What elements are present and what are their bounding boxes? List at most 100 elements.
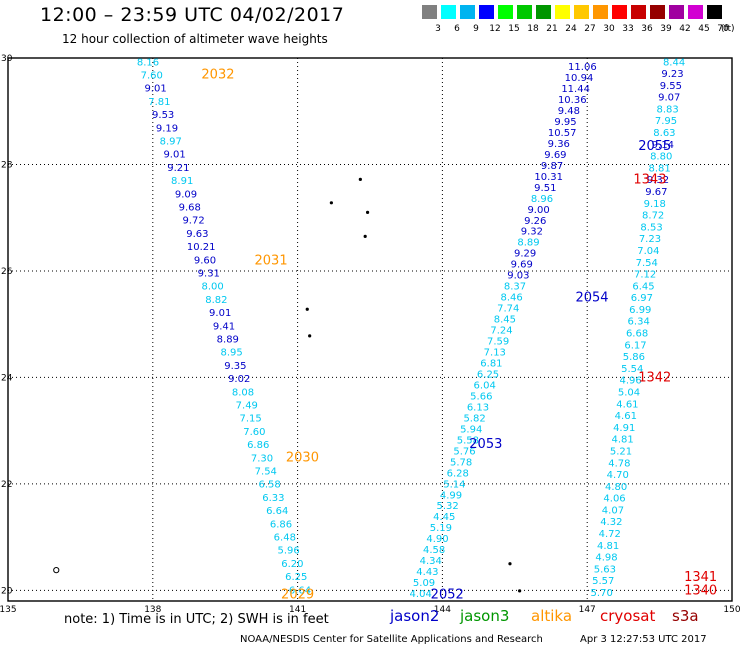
scale-label-42: 42 xyxy=(679,24,691,34)
swh-value: 9.69 xyxy=(511,260,533,271)
satellite-cryosat-label: cryosat xyxy=(600,607,656,625)
pass-1343-label: 1343 xyxy=(633,172,666,187)
scale-swatch-27 xyxy=(574,5,589,19)
swh-value: 6.86 xyxy=(270,519,292,530)
scale-label-9: 9 xyxy=(473,24,479,34)
x-tick-label-144: 144 xyxy=(434,605,451,615)
scale-swatch-6 xyxy=(441,5,456,19)
swh-value: 5.57 xyxy=(592,576,614,587)
swh-value: 5.78 xyxy=(450,457,472,468)
pass-2052-label: 2052 xyxy=(431,588,464,603)
swh-value: 7.24 xyxy=(490,326,512,337)
swh-value: 9.32 xyxy=(521,227,543,238)
scale-label-39: 39 xyxy=(660,24,672,34)
island-2 xyxy=(329,201,333,205)
scale-swatch-18 xyxy=(517,5,532,19)
swh-value: 8.97 xyxy=(160,136,182,147)
note-text: note: 1) Time is in UTC; 2) SWH is in fe… xyxy=(64,612,329,627)
swh-value: 6.64 xyxy=(266,506,288,517)
swh-value: 6.13 xyxy=(467,402,489,413)
pass-1342-label: 1342 xyxy=(638,370,671,385)
swh-value: 4.90 xyxy=(426,534,448,545)
swh-value: 7.54 xyxy=(636,258,658,269)
swh-value: 9.95 xyxy=(554,117,576,128)
swh-value: 9.55 xyxy=(660,81,682,92)
swh-value: 4.72 xyxy=(599,529,621,540)
scale-swatch-30 xyxy=(593,5,608,19)
swh-value: 9.48 xyxy=(558,106,580,117)
satellite-altika-label: altika xyxy=(531,607,573,625)
swh-value: 8.00 xyxy=(201,282,223,293)
scale-label-24: 24 xyxy=(565,24,577,34)
swh-value: 9.01 xyxy=(209,308,231,319)
swh-value: 9.60 xyxy=(194,255,216,266)
swh-value: 4.78 xyxy=(608,458,630,469)
scale-swatch-33 xyxy=(612,5,627,19)
pass-2031-label: 2031 xyxy=(255,253,288,268)
swh-value: 5.19 xyxy=(430,523,452,534)
swh-value: 4.98 xyxy=(595,553,617,564)
swh-value: 8.44 xyxy=(663,57,685,68)
swh-value: 8.82 xyxy=(205,295,227,306)
swh-value: 9.41 xyxy=(213,321,235,332)
island-5 xyxy=(363,234,367,238)
swh-value: 5.54 xyxy=(621,364,643,375)
island-4 xyxy=(365,210,370,214)
scale-label-27: 27 xyxy=(584,24,596,34)
swh-value: 6.81 xyxy=(480,359,502,370)
scale-swatch-36 xyxy=(631,5,646,19)
swh-value: 6.20 xyxy=(281,559,303,570)
swh-value: 4.06 xyxy=(603,494,625,505)
y-tick-label-26: 26 xyxy=(1,267,13,277)
swh-value: 9.69 xyxy=(544,150,566,161)
swh-value: 5.04 xyxy=(618,388,640,399)
swh-value: 7.30 xyxy=(251,453,273,464)
scale-label-18: 18 xyxy=(527,24,539,34)
island-9 xyxy=(518,589,522,593)
swh-value: 5.94 xyxy=(460,424,482,435)
scale-swatch-70 xyxy=(707,5,722,19)
swh-value: 6.97 xyxy=(631,293,653,304)
swh-value: 7.54 xyxy=(255,467,277,478)
island-7 xyxy=(308,334,312,338)
swh-value: 8.81 xyxy=(648,163,670,174)
scale-swatch-42 xyxy=(669,5,684,19)
swh-value: 4.61 xyxy=(616,399,638,410)
y-tick-label-20: 20 xyxy=(1,586,13,596)
y-tick-label-24: 24 xyxy=(1,373,13,383)
swh-value: 9.36 xyxy=(548,139,570,150)
swh-value: 9.09 xyxy=(175,189,197,200)
swh-value: 5.14 xyxy=(443,479,465,490)
swh-value: 5.21 xyxy=(610,446,632,457)
scale-label-70: 70 xyxy=(717,24,729,34)
x-tick-label-147: 147 xyxy=(579,605,596,615)
swh-value: 9.29 xyxy=(514,249,536,260)
map-frame xyxy=(7,57,733,602)
pass-2032-label: 2032 xyxy=(201,68,234,83)
swh-value: 8.45 xyxy=(494,315,516,326)
map-title: 12:00 – 23:59 UTC 04/02/2017 xyxy=(40,4,345,26)
swh-value: 10.31 xyxy=(534,172,563,183)
island-8 xyxy=(508,562,512,566)
swh-value: 4.43 xyxy=(416,567,438,578)
swh-value: 9.51 xyxy=(534,183,556,194)
pass-1341-label: 1341 xyxy=(684,570,717,585)
swh-value: 4.04 xyxy=(410,589,432,600)
swh-value: 6.45 xyxy=(632,281,654,292)
swh-value: 6.68 xyxy=(626,329,648,340)
swh-value: 9.53 xyxy=(152,110,174,121)
swh-value: 8.53 xyxy=(640,222,662,233)
pass-1340-label: 1340 xyxy=(684,583,717,598)
pass-2055-label: 2055 xyxy=(638,139,671,154)
swh-value: 9.01 xyxy=(163,150,185,161)
scale-swatch-21 xyxy=(536,5,551,19)
swh-value: 9.35 xyxy=(224,361,246,372)
swh-value: 7.60 xyxy=(243,427,265,438)
swh-value: 7.59 xyxy=(487,337,509,348)
swh-value: 5.70 xyxy=(591,588,613,599)
swh-value: 10.94 xyxy=(565,73,594,84)
scale-label-45: 45 xyxy=(698,24,710,34)
swh-value: 9.21 xyxy=(167,163,189,174)
swh-value: 9.32 xyxy=(647,175,669,186)
